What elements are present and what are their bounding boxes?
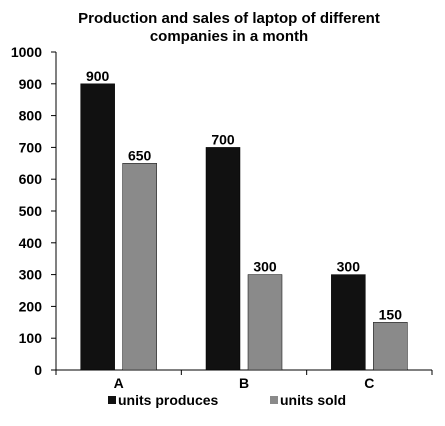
y-tick-label: 1000 bbox=[11, 44, 42, 60]
chart-title-line-1: Production and sales of laptop of differ… bbox=[78, 10, 380, 27]
x-tick-label: C bbox=[364, 375, 374, 391]
bar-B-sold bbox=[247, 274, 283, 371]
data-label: 300 bbox=[253, 259, 277, 275]
legend-label: units produces bbox=[118, 392, 219, 408]
y-tick-label: 500 bbox=[19, 203, 43, 219]
legend-swatch bbox=[270, 396, 278, 404]
legend-label: units sold bbox=[280, 392, 346, 408]
x-tick-label: A bbox=[114, 375, 124, 391]
x-tick-label: B bbox=[239, 375, 249, 391]
y-tick-label: 600 bbox=[19, 171, 43, 187]
y-tick-label: 0 bbox=[34, 362, 42, 378]
bar-B-produced bbox=[205, 147, 241, 371]
y-tick-label: 300 bbox=[19, 267, 43, 283]
legend: units produces units sold bbox=[108, 392, 346, 408]
data-label: 150 bbox=[379, 306, 403, 322]
bar-A-sold bbox=[122, 163, 157, 371]
y-tick-label: 800 bbox=[19, 108, 43, 124]
bar-A-produced bbox=[80, 83, 115, 371]
chart-title-line-2: companies in a month bbox=[150, 28, 308, 45]
plot-area: 0 100 200 300 400 500 600 700 800 900 1000 A B C 900 65… bbox=[11, 44, 433, 391]
y-tick-label: 200 bbox=[19, 298, 43, 314]
data-label: 650 bbox=[128, 147, 152, 163]
bar-C-sold bbox=[373, 322, 408, 371]
y-tick-label: 400 bbox=[19, 235, 43, 251]
y-tick-label: 700 bbox=[19, 139, 43, 155]
data-label: 300 bbox=[337, 259, 361, 275]
y-tick-label: 900 bbox=[19, 76, 43, 92]
legend-swatch bbox=[108, 396, 116, 404]
y-tick-label: 100 bbox=[19, 330, 43, 346]
bar-C-produced bbox=[331, 274, 366, 371]
data-label: 900 bbox=[86, 68, 110, 84]
data-label: 700 bbox=[211, 131, 235, 147]
